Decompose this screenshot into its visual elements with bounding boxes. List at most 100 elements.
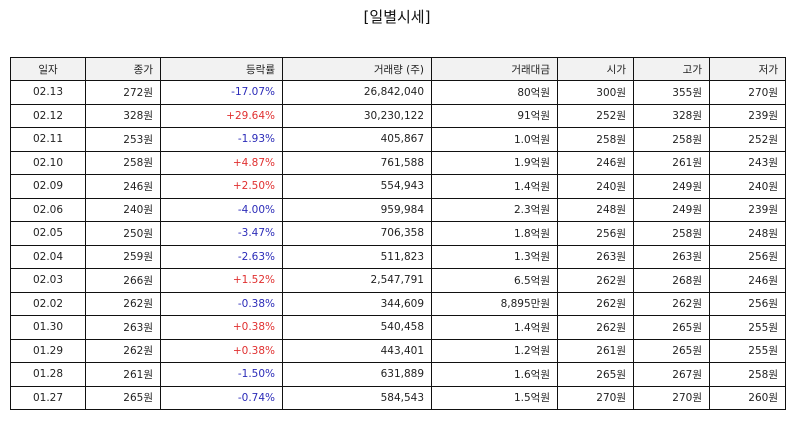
cell-close: 328원 — [85, 103, 161, 128]
cell-high: 262원 — [633, 291, 710, 316]
table-row: 02.09 246원 +2.50% 554,943 1.4억원 240원 249원 240원 — [10, 174, 786, 199]
cell-close: 262원 — [85, 291, 161, 316]
cell-trade-amount: 1.0억원 — [431, 127, 558, 152]
cell-date: 02.11 — [10, 127, 86, 152]
cell-low: 256원 — [709, 291, 786, 316]
cell-trade-amount: 1.3억원 — [431, 244, 558, 269]
cell-volume: 761,588 — [282, 150, 432, 175]
cell-open: 300원 — [557, 80, 634, 105]
table-row: 02.02 262원 -0.38% 344,609 8,895만원 262원 262원 256… — [10, 291, 786, 316]
cell-date: 02.09 — [10, 174, 86, 199]
cell-low: 239원 — [709, 103, 786, 128]
table-row: 02.13 272원 -17.07% 26,842,040 80억원 300원 355원 27… — [10, 80, 786, 105]
cell-high: 270원 — [633, 385, 710, 410]
table-row: 02.06 240원 -4.00% 959,984 2.3억원 248원 249원 239원 — [10, 197, 786, 222]
cell-open: 270원 — [557, 385, 634, 410]
cell-low: 260원 — [709, 385, 786, 410]
table-row: 02.10 258원 +4.87% 761,588 1.9억원 246원 261원 243원 — [10, 150, 786, 175]
cell-date: 02.05 — [10, 221, 86, 246]
cell-open: 262원 — [557, 291, 634, 316]
cell-volume: 631,889 — [282, 362, 432, 387]
cell-trade-amount: 2.3억원 — [431, 197, 558, 222]
cell-high: 249원 — [633, 174, 710, 199]
cell-open: 263원 — [557, 244, 634, 269]
cell-trade-amount: 1.2억원 — [431, 338, 558, 363]
cell-change-rate: -3.47% — [160, 221, 283, 246]
cell-trade-amount: 6.5억원 — [431, 268, 558, 293]
cell-date: 02.04 — [10, 244, 86, 269]
header-volume: 거래량 (주) — [282, 57, 432, 81]
cell-close: 259원 — [85, 244, 161, 269]
cell-trade-amount: 80억원 — [431, 80, 558, 105]
cell-date: 02.03 — [10, 268, 86, 293]
cell-low: 270원 — [709, 80, 786, 105]
cell-change-rate: +29.64% — [160, 103, 283, 128]
cell-high: 265원 — [633, 338, 710, 363]
cell-volume: 344,609 — [282, 291, 432, 316]
cell-trade-amount: 1.4억원 — [431, 174, 558, 199]
table-row: 02.04 259원 -2.63% 511,823 1.3억원 263원 263원 256원 — [10, 244, 786, 269]
header-date: 일자 — [10, 57, 86, 81]
cell-close: 265원 — [85, 385, 161, 410]
cell-low: 256원 — [709, 244, 786, 269]
cell-close: 262원 — [85, 338, 161, 363]
cell-volume: 2,547,791 — [282, 268, 432, 293]
cell-low: 252원 — [709, 127, 786, 152]
cell-date: 01.27 — [10, 385, 86, 410]
cell-date: 01.29 — [10, 338, 86, 363]
cell-trade-amount: 1.8억원 — [431, 221, 558, 246]
cell-high: 261원 — [633, 150, 710, 175]
cell-open: 261원 — [557, 338, 634, 363]
cell-trade-amount: 1.6억원 — [431, 362, 558, 387]
cell-date: 02.12 — [10, 103, 86, 128]
cell-change-rate: -1.93% — [160, 127, 283, 152]
cell-date: 02.02 — [10, 291, 86, 316]
header-close: 종가 — [85, 57, 161, 81]
cell-open: 256원 — [557, 221, 634, 246]
cell-high: 249원 — [633, 197, 710, 222]
cell-open: 262원 — [557, 268, 634, 293]
table-row: 01.28 261원 -1.50% 631,889 1.6억원 265원 267원 258원 — [10, 362, 786, 387]
cell-change-rate: +4.87% — [160, 150, 283, 175]
cell-volume: 405,867 — [282, 127, 432, 152]
header-trade-amount: 거래대금 — [431, 57, 558, 81]
cell-date: 02.06 — [10, 197, 86, 222]
table-row: 02.11 253원 -1.93% 405,867 1.0억원 258원 258원 252원 — [10, 127, 786, 152]
cell-volume: 30,230,122 — [282, 103, 432, 128]
cell-date: 02.13 — [10, 80, 86, 105]
cell-open: 240원 — [557, 174, 634, 199]
header-low: 저가 — [709, 57, 786, 81]
cell-high: 263원 — [633, 244, 710, 269]
cell-trade-amount: 91억원 — [431, 103, 558, 128]
cell-high: 328원 — [633, 103, 710, 128]
cell-volume: 443,401 — [282, 338, 432, 363]
header-row: 일자 종가 등락률 거래량 (주) 거래대금 시가 고가 저가 — [10, 57, 786, 81]
cell-change-rate: +0.38% — [160, 315, 283, 340]
header-high: 고가 — [633, 57, 710, 81]
cell-high: 258원 — [633, 127, 710, 152]
cell-close: 250원 — [85, 221, 161, 246]
page-title: [일별시세] — [363, 8, 431, 26]
cell-low: 248원 — [709, 221, 786, 246]
cell-close: 258원 — [85, 150, 161, 175]
cell-close: 261원 — [85, 362, 161, 387]
cell-close: 253원 — [85, 127, 161, 152]
cell-trade-amount: 1.4억원 — [431, 315, 558, 340]
cell-date: 01.30 — [10, 315, 86, 340]
cell-high: 258원 — [633, 221, 710, 246]
cell-change-rate: -2.63% — [160, 244, 283, 269]
cell-high: 265원 — [633, 315, 710, 340]
cell-close: 246원 — [85, 174, 161, 199]
table-body: 02.13 272원 -17.07% 26,842,040 80억원 300원 355원 27… — [10, 80, 786, 410]
cell-high: 355원 — [633, 80, 710, 105]
table-row: 02.05 250원 -3.47% 706,358 1.8억원 256원 258원 248원 — [10, 221, 786, 246]
cell-low: 239원 — [709, 197, 786, 222]
table-header: 일자 종가 등락률 거래량 (주) 거래대금 시가 고가 저가 — [10, 57, 786, 81]
header-open: 시가 — [557, 57, 634, 81]
cell-volume: 511,823 — [282, 244, 432, 269]
table-row: 02.12 328원 +29.64% 30,230,122 91억원 252원 328원 23… — [10, 103, 786, 128]
table-row: 02.03 266원 +1.52% 2,547,791 6.5억원 262원 268원 246… — [10, 268, 786, 293]
cell-low: 255원 — [709, 315, 786, 340]
header-change-rate: 등락률 — [160, 57, 283, 81]
cell-volume: 584,543 — [282, 385, 432, 410]
